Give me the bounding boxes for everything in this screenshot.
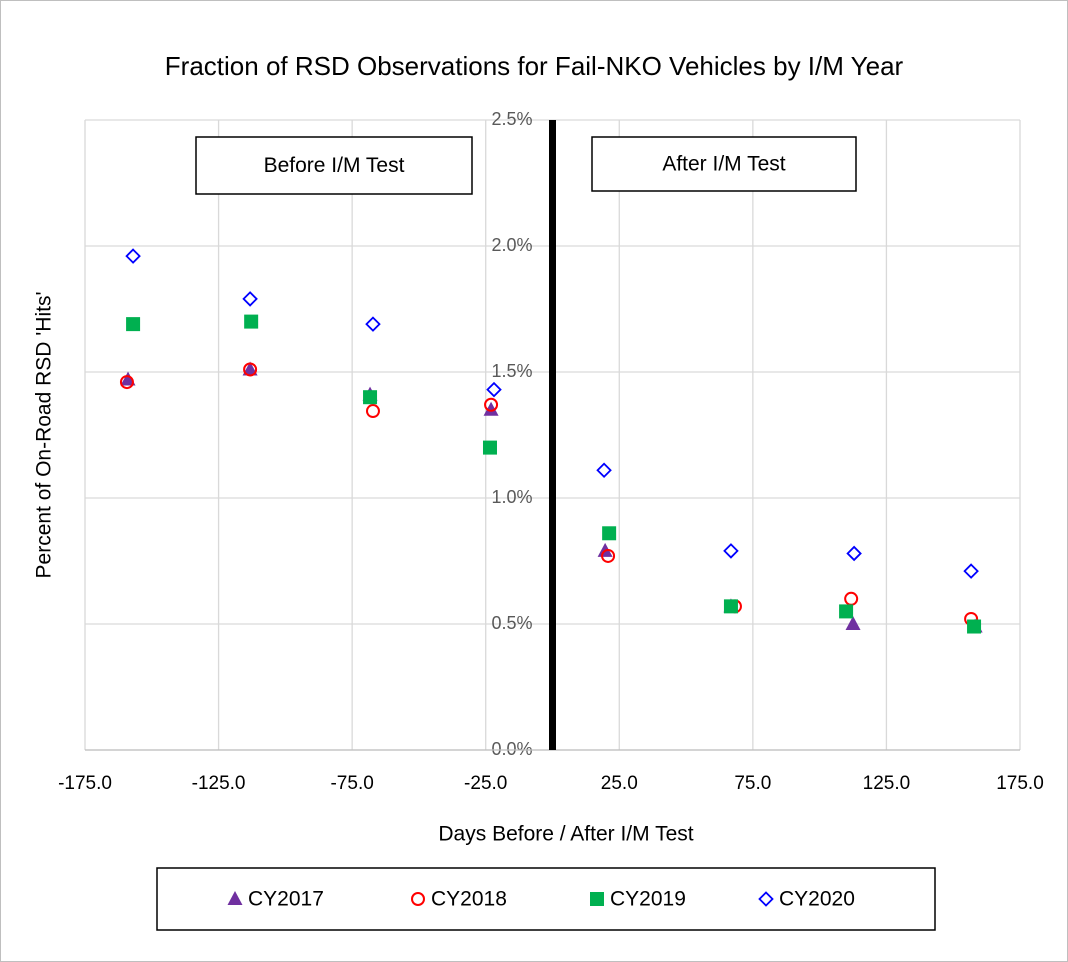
marker-diamond [365,316,381,332]
chart-title: Fraction of RSD Observations for Fail-NK… [165,51,904,81]
marker-square [363,390,378,405]
x-tick-label: -175.0 [58,773,112,794]
x-tick-label: -75.0 [330,773,373,794]
x-tick-label: 125.0 [863,773,911,794]
y-tick-label: 1.5% [491,361,532,381]
marker-circle [119,375,134,390]
marker-triangle [120,371,136,386]
marker-triangle [242,361,258,376]
marker-square [839,604,854,619]
marker-square [967,619,982,634]
y-tick-label: 2.0% [491,235,532,255]
legend-label: CY2019 [610,888,686,911]
y-tick-label: 0.0% [491,739,532,759]
marker-circle [411,892,425,906]
marker-diamond [723,543,739,559]
y-tick-label: 0.5% [491,613,532,633]
marker-circle [484,397,499,412]
marker-diamond [846,545,862,562]
marker-triangle [227,891,243,905]
y-tick-label: 2.5% [491,109,532,129]
marker-square [723,599,738,614]
marker-square [244,314,259,329]
marker-diamond [486,381,502,398]
marker-triangle [845,616,861,630]
marker-diamond [596,462,612,479]
marker-square [126,317,141,332]
x-tick-label: -125.0 [192,773,246,794]
annotation: Before I/M Test [264,154,405,177]
x-tick-label: -25.0 [464,773,507,794]
marker-square [590,892,604,906]
marker-square [602,526,617,541]
marker-square [482,440,497,455]
x-tick-label: 25.0 [601,773,638,794]
legend-label: CY2020 [779,888,855,911]
x-axis-title: Days Before / After I/M Test [438,823,693,846]
legend-label: CY2018 [431,888,507,911]
marker-diamond [242,291,258,307]
y-tick-label: 1.0% [491,487,532,507]
annotation-box [195,136,473,195]
marker-circle [365,404,380,419]
annotation: After I/M Test [662,153,785,176]
x-tick-label: 75.0 [734,773,771,794]
marker-diamond [125,248,141,264]
annotation-box [591,136,857,192]
marker-circle [601,548,616,563]
marker-triangle [483,401,499,416]
y-axis-title: Percent of On-Road RSD 'Hits' [33,292,56,579]
legend-label: CY2017 [248,888,324,911]
marker-diamond [758,891,774,907]
marker-diamond [963,563,979,579]
marker-circle [243,362,258,377]
legend-box [156,867,936,931]
x-tick-label: 175.0 [996,773,1044,794]
